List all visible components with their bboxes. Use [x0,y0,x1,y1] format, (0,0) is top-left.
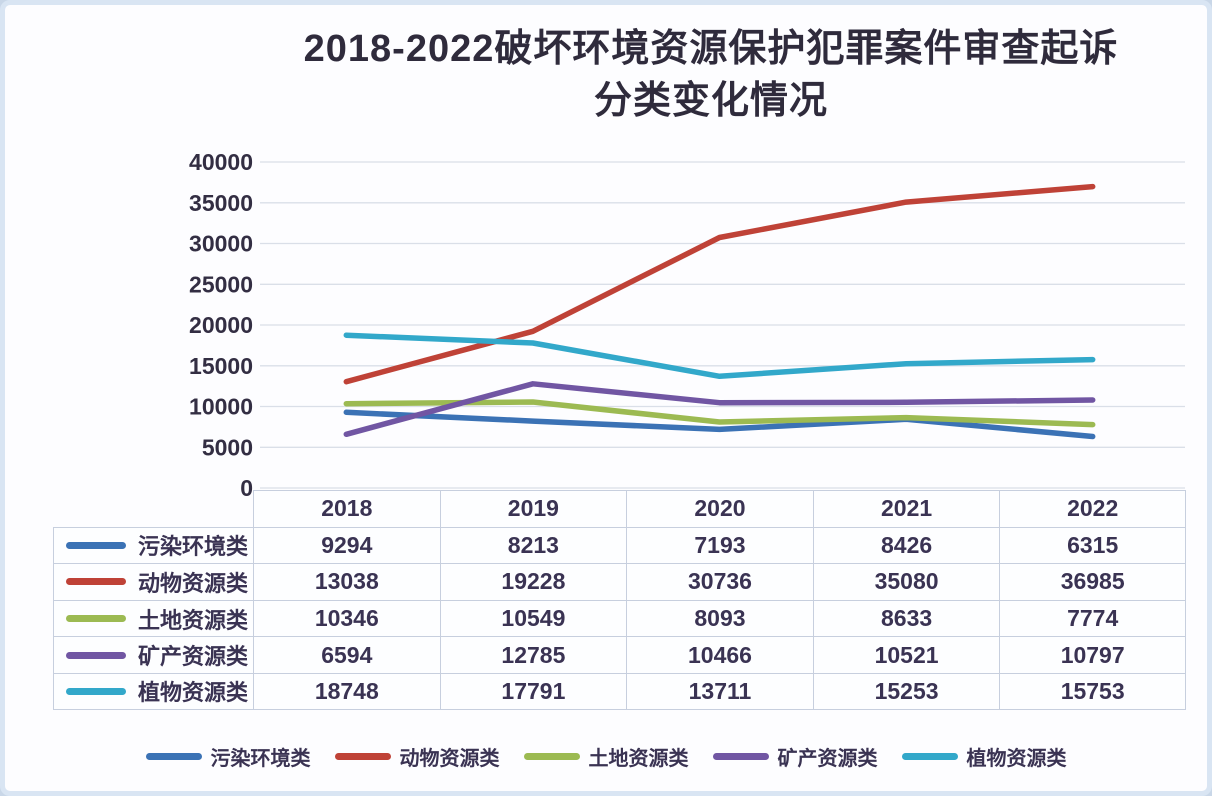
table-column-header: 2022 [999,490,1186,527]
table-cell: 18748 [253,672,440,710]
table-row-header: 矿产资源类 [53,636,253,673]
chart-title-line2: 分类变化情况 [593,80,828,123]
y-axis-tick-label: 35000 [189,190,253,216]
legend-label: 矿产资源类 [777,748,878,770]
table-column-header: 2020 [626,490,813,527]
legend-key-line-icon [712,753,769,760]
y-axis-tick-label: 40000 [189,149,253,175]
table-cell: 7193 [626,526,813,564]
data-table: 2018 2019 2020 2021 2022 污染环境类 9294 8213 7193 842… [53,490,1186,710]
table-cell: 15253 [812,672,1000,710]
series-name-label: 土地资源类 [138,607,249,633]
table-cell: 15753 [999,672,1186,710]
legend-item: 污染环境类 [145,742,311,771]
legend-item: 土地资源类 [523,742,689,771]
series-line-0 [343,409,1096,440]
legend-label: 污染环境类 [210,748,311,770]
table-cell: 12785 [439,636,627,673]
table-row-header: 动物资源类 [53,563,253,600]
table-row-header: 土地资源类 [53,599,253,637]
y-axis-tick-label: 0 [240,475,253,501]
table-cell: 6315 [999,526,1186,564]
table-cell: 8426 [812,526,1000,564]
series-line-key-icon [66,615,126,623]
chart-legend: 污染环境类 动物资源类 土地资源类 矿产资源类 植物资源类 [5,742,1207,771]
table-cell: 8213 [439,526,627,564]
series-line-key-icon [66,541,126,549]
table-cell: 10797 [999,636,1186,673]
series-name-label: 动物资源类 [138,570,249,596]
series-line-key-icon [66,651,126,659]
line-chart-plot: 40000 35000 30000 25000 20000 15000 10000 5000 0 [189,149,1185,501]
series-line-key-icon [66,687,126,695]
table-cell: 13711 [626,672,813,710]
legend-label: 植物资源类 [966,748,1067,770]
table-cell: 17791 [439,672,627,710]
legend-key-line-icon [523,753,580,760]
y-axis-tick-label: 25000 [189,271,253,297]
table-cell: 10521 [812,636,1000,673]
chart-title-line1: 2018-2022破坏环境资源保护犯罪案件审查起诉 [303,28,1119,70]
series-name-label: 植物资源类 [138,680,249,706]
table-cell: 19228 [439,563,627,600]
table-cell: 10549 [439,599,627,637]
series-line-4 [343,332,1096,380]
table-cell: 10466 [626,636,813,673]
legend-label: 动物资源类 [399,748,500,770]
table-row-header: 污染环境类 [53,526,253,564]
table-column-header: 2018 [253,490,440,527]
table-column-header: 2019 [439,490,627,527]
table-cell: 8093 [626,599,813,637]
table-cell: 8633 [812,599,1000,637]
y-axis-tick-label: 15000 [189,353,253,379]
legend-key-line-icon [145,753,202,760]
table-row-header: 植物资源类 [53,672,253,710]
table-cell: 36985 [999,563,1186,600]
table-cell: 10346 [253,599,440,637]
table-cell: 13038 [253,563,440,600]
table-column-header: 2021 [812,490,1000,527]
y-axis-tick-label: 30000 [189,231,253,257]
table-cell: 6594 [253,636,440,673]
series-name-label: 污染环境类 [138,534,249,560]
series-name-label: 矿产资源类 [138,644,249,670]
table-cell: 7774 [999,599,1186,637]
series-line-key-icon [66,578,126,586]
legend-label: 土地资源类 [588,748,689,770]
series-line-1 [343,183,1096,385]
table-cell: 30736 [626,563,813,600]
table-cell: 9294 [253,526,440,564]
y-axis-tick-label: 10000 [189,394,253,420]
table-corner-cell [53,490,253,527]
legend-item: 矿产资源类 [712,742,878,771]
y-axis-tick-label: 20000 [189,312,253,338]
legend-item: 植物资源类 [901,742,1067,771]
y-axis-tick-label: 5000 [202,434,253,460]
table-cell: 35080 [812,563,1000,600]
chart-title: 2018-2022破坏环境资源保护犯罪案件审查起诉 分类变化情况 [235,23,1187,128]
legend-key-line-icon [334,753,391,760]
series-line-3 [343,381,1096,438]
legend-key-line-icon [901,753,958,760]
legend-item: 动物资源类 [334,742,500,771]
